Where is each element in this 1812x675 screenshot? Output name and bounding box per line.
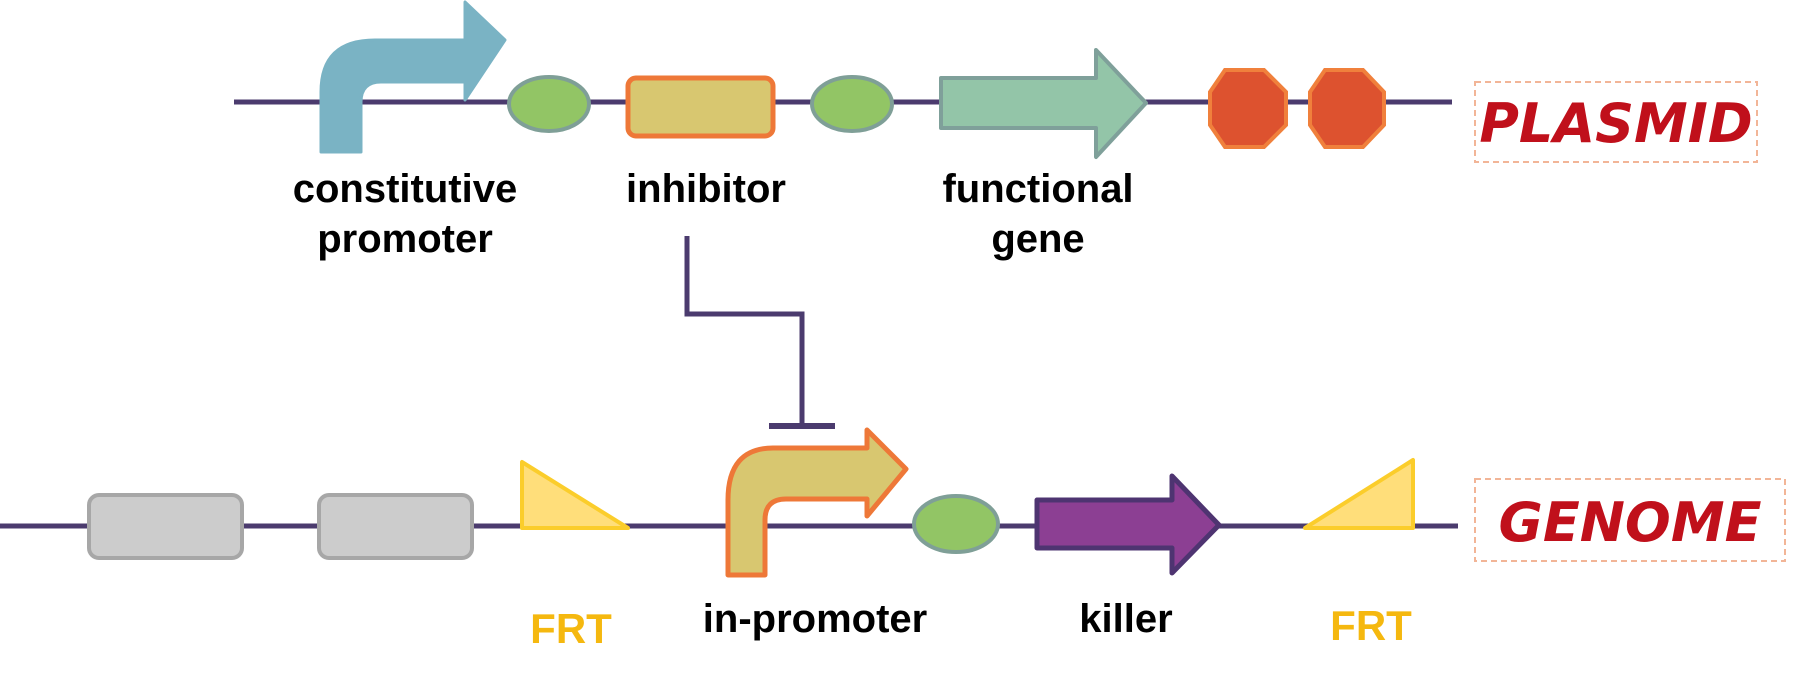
genome-block-icon-1 — [87, 493, 244, 560]
plasmid-title-box — [1474, 81, 1758, 163]
plasmid-construct: constitutive promoter inhibitor function… — [234, 0, 1758, 261]
frt-right-label: FRT — [1330, 602, 1412, 649]
functional-gene-icon — [939, 48, 1148, 159]
frt-left-label: FRT — [530, 605, 612, 652]
genome-construct: FRT in-promoter killer FRT GENOME — [0, 427, 1786, 652]
inhibition-connector — [684, 236, 835, 429]
plasmid-rbs-icon-1 — [507, 75, 591, 133]
constitutive-promoter-label-line2: promoter — [317, 217, 493, 261]
functional-gene-label: functional — [942, 167, 1133, 211]
plasmid-title: PLASMID — [1479, 92, 1752, 155]
terminator-octagon-icon-2 — [1308, 68, 1386, 149]
genome-block-icon-2 — [317, 493, 474, 560]
terminator-octagon-icon-1 — [1208, 68, 1288, 149]
killer-gene-icon — [1034, 473, 1222, 576]
inhibitor-label: inhibitor — [626, 167, 786, 211]
inhibitor-icon — [625, 75, 776, 139]
in-promoter-label: in-promoter — [703, 597, 927, 641]
frt-left-triangle-icon — [520, 460, 630, 530]
frt-right-triangle-icon — [1303, 458, 1415, 530]
genome-rbs-icon — [912, 494, 1000, 554]
in-promoter-icon — [725, 427, 909, 578]
genome-title: GENOME — [1499, 491, 1762, 554]
constitutive-promoter-icon — [319, 0, 507, 154]
constitutive-promoter-label: constitutive — [293, 167, 517, 211]
plasmid-rbs-icon-2 — [810, 75, 894, 133]
functional-gene-label-line2: gene — [991, 217, 1084, 261]
killer-label: killer — [1079, 597, 1172, 641]
genome-title-box — [1474, 478, 1786, 562]
t-bar-inhibition-icon — [684, 236, 805, 426]
